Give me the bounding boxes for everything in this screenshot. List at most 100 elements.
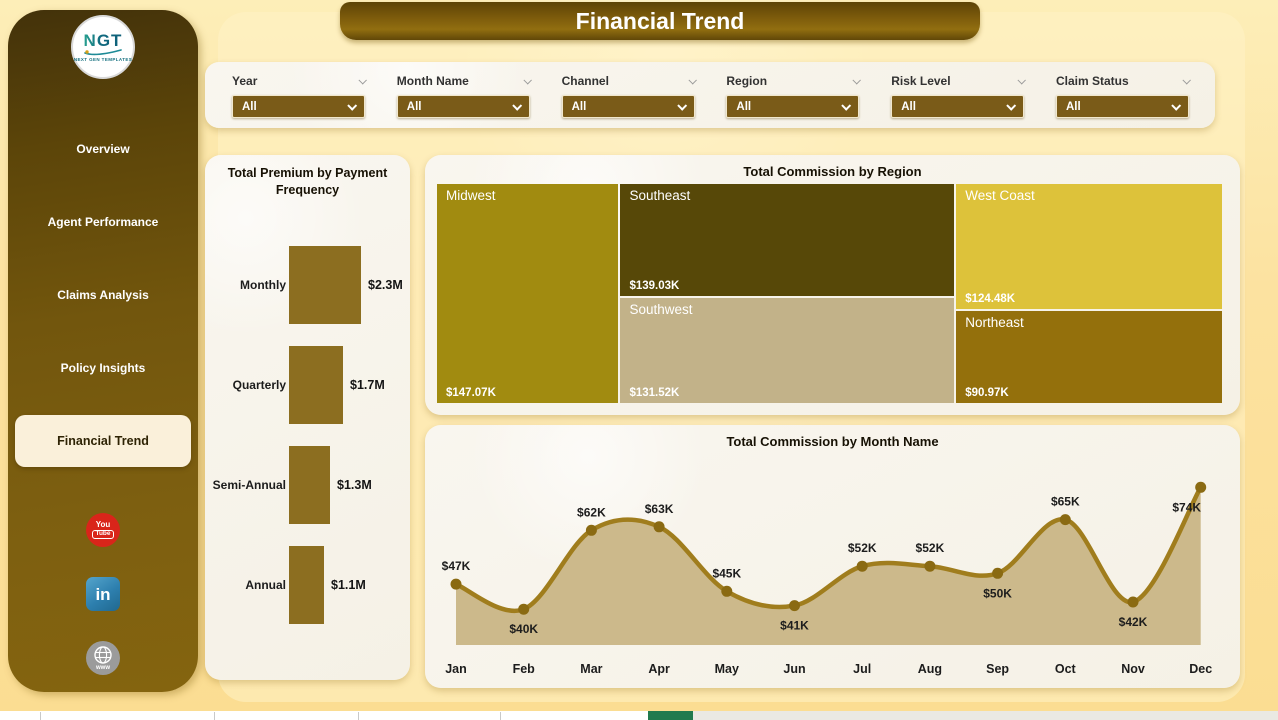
filter-channel: Channel All: [561, 73, 697, 128]
month-axis-label: Jun: [783, 662, 805, 676]
bar-category-label: Monthly: [240, 277, 286, 292]
chevron-down-icon: [1006, 100, 1017, 111]
chevron-down-icon[interactable]: [1182, 75, 1191, 85]
treemap-tile-name: Northeast: [965, 315, 1024, 331]
filter-channel-dropdown[interactable]: All: [561, 95, 695, 118]
www-label: www: [95, 665, 110, 671]
region-treemap: Midwest $147.07K Southeast $139.03K Southwes…: [437, 184, 1222, 403]
youtube-icon[interactable]: You Tube: [86, 513, 120, 547]
value-label: $52K: [848, 541, 877, 555]
chevron-down-icon: [676, 100, 687, 111]
logo-tagline: NEXT GEN TEMPLATES: [73, 57, 133, 62]
linkedin-icon[interactable]: in: [86, 577, 120, 611]
data-point-mar[interactable]: [585, 524, 597, 536]
chevron-down-icon[interactable]: [358, 75, 367, 85]
data-point-may[interactable]: [721, 585, 733, 597]
treemap-tile-name: Southwest: [629, 301, 693, 317]
tab-divider: [500, 712, 501, 720]
treemap-column: Midwest $147.07K: [437, 184, 619, 403]
social-links: You Tube in www: [86, 513, 120, 675]
sidebar-item-claims-analysis[interactable]: Claims Analysis: [57, 288, 149, 302]
value-label: $63K: [645, 502, 674, 516]
filter-bar: Year All Month Name All Channel: [205, 62, 1215, 128]
website-globe-icon[interactable]: www: [86, 641, 120, 675]
bar-chart-title: Total Premium by Payment Frequency: [227, 166, 388, 197]
active-page-tab[interactable]: [648, 711, 693, 720]
data-point-sep[interactable]: [992, 567, 1004, 579]
filter-year-label: Year: [232, 73, 258, 88]
month-axis-label: Jul: [853, 662, 871, 676]
bar-annual[interactable]: [289, 545, 324, 624]
area-fill: [456, 487, 1201, 645]
bar-monthly[interactable]: [289, 245, 361, 324]
chevron-down-icon: [347, 100, 358, 111]
page-title-banner: Financial Trend: [340, 2, 980, 40]
bar-quarterly[interactable]: [289, 345, 343, 424]
month-axis-label: Apr: [648, 662, 670, 676]
bar-category-label: Quarterly: [232, 377, 286, 392]
filter-risk-level: Risk Level All: [891, 73, 1027, 128]
filter-month-name: Month Name All: [396, 73, 532, 128]
value-label: $50K: [983, 586, 1012, 600]
data-point-apr[interactable]: [653, 521, 665, 533]
value-label: $65K: [1051, 495, 1080, 509]
value-label: $62K: [577, 505, 606, 519]
chevron-down-icon: [512, 100, 522, 111]
filter-risk-level-label: Risk Level: [891, 73, 951, 88]
filter-claim-status-dropdown[interactable]: All: [1055, 95, 1189, 118]
chevron-down-icon: [841, 100, 852, 111]
treemap-tile-name: Midwest: [446, 188, 496, 203]
data-point-jun[interactable]: [789, 600, 800, 612]
data-point-feb[interactable]: [518, 603, 530, 615]
bar-semi-annual[interactable]: [289, 445, 330, 524]
treemap-tile-value: $147.07K: [446, 387, 496, 399]
value-label: $74K: [1172, 500, 1201, 514]
filter-region-dropdown[interactable]: All: [726, 95, 860, 118]
month-axis-label: Mar: [580, 662, 602, 676]
filter-month-name-dropdown[interactable]: All: [396, 95, 530, 118]
treemap-tile-name: West Coast: [965, 188, 1035, 203]
sidebar-item-overview[interactable]: Overview: [76, 142, 130, 156]
chevron-down-icon[interactable]: [523, 75, 532, 85]
commission-by-region-panel: Total Commission by Region Midwest $147.0…: [425, 155, 1240, 415]
sidebar-item-agent-performance[interactable]: Agent Performance: [47, 215, 159, 229]
bar-value-label: $1.1M: [331, 577, 366, 592]
logo-acronym: NGT: [83, 31, 123, 50]
data-point-jul[interactable]: [856, 560, 868, 572]
treemap-tile-west-coast[interactable]: West Coast $124.48K: [956, 184, 1222, 310]
value-label: $42K: [1119, 615, 1148, 629]
bar-value-label: $1.7M: [350, 377, 385, 392]
chevron-down-icon: [1171, 100, 1182, 111]
line-chart-title: Total Commission by Month Name: [726, 434, 939, 449]
treemap-tile-northeast[interactable]: Northeast $90.97K: [956, 311, 1222, 403]
filter-risk-level-dropdown[interactable]: All: [891, 95, 1025, 118]
treemap-tile-southwest[interactable]: Southwest $131.52K: [620, 297, 955, 403]
month-axis-label: Dec: [1189, 662, 1212, 676]
data-point-oct[interactable]: [1059, 514, 1071, 526]
tab-divider: [358, 712, 359, 720]
chevron-down-icon[interactable]: [688, 75, 697, 85]
chevron-down-icon[interactable]: [1017, 75, 1027, 85]
sidebar-item-financial-trend[interactable]: Financial Trend: [15, 415, 191, 467]
page-tab-strip-end: [693, 711, 1278, 720]
bar-category-label: Semi-Annual: [212, 477, 286, 492]
data-point-dec[interactable]: [1195, 481, 1207, 493]
filter-year: Year All: [232, 73, 367, 128]
bar-category-label: Annual: [245, 577, 286, 592]
data-point-jan[interactable]: [450, 578, 462, 590]
sidebar-item-policy-insights[interactable]: Policy Insights: [60, 361, 146, 375]
month-axis-label: Jan: [445, 662, 467, 676]
data-point-nov[interactable]: [1127, 596, 1139, 608]
page-tab-strip[interactable]: [0, 711, 1278, 720]
commission-by-month-panel: Total Commission by Month Name $47K Jan $4…: [425, 425, 1240, 688]
treemap-column: West Coast $124.48K Northeast $90.97K: [956, 184, 1222, 403]
filter-year-dropdown[interactable]: All: [232, 95, 365, 118]
chevron-down-icon[interactable]: [852, 75, 862, 85]
value-label: $47K: [442, 559, 471, 573]
filter-claim-status-label: Claim Status: [1055, 73, 1129, 88]
ngt-logo: NGT NEXT GEN TEMPLATES: [71, 15, 135, 79]
data-point-aug[interactable]: [924, 560, 936, 572]
treemap-tile-southeast[interactable]: Southeast $139.03K: [620, 184, 955, 296]
month-axis-label: Nov: [1121, 662, 1145, 676]
treemap-tile-midwest[interactable]: Midwest $147.07K: [437, 184, 619, 403]
